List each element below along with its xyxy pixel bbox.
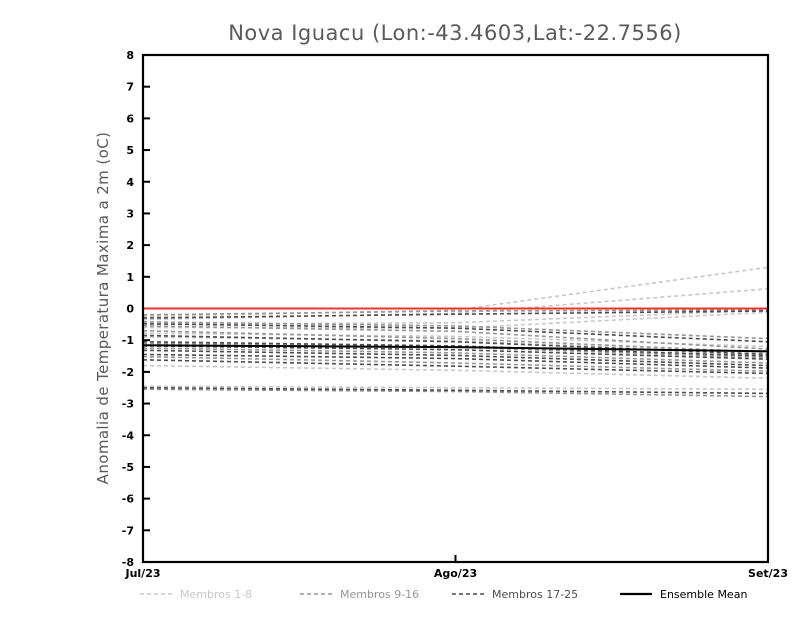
series-line bbox=[142, 359, 769, 375]
chart-title: Nova Iguacu (Lon:-43.4603,Lat:-22.7556) bbox=[228, 21, 682, 45]
y-tick-label: 5 bbox=[126, 144, 134, 157]
y-tick-label: -5 bbox=[122, 461, 134, 474]
legend-label-3: Membros 17-25 bbox=[492, 588, 578, 601]
series-line bbox=[142, 385, 769, 391]
series-line bbox=[142, 322, 769, 343]
series-line bbox=[142, 340, 769, 357]
series-line bbox=[142, 355, 769, 373]
plot-area: 8 7 6 5 4 3 2 1 0 -1 -2 -3 -4 -5 -6 -7 -8 Jul/23 Ago/23 Se… bbox=[122, 49, 788, 580]
series-layer bbox=[142, 266, 769, 398]
y-tick-label: -4 bbox=[122, 429, 135, 442]
series-line bbox=[142, 288, 769, 321]
y-axis-label: Anomalia de Temperatura Maxima a 2m (oC) bbox=[94, 132, 112, 485]
x-tick-label: Ago/23 bbox=[434, 567, 477, 580]
y-tick-label: -7 bbox=[122, 524, 134, 537]
y-tick-label: -3 bbox=[122, 398, 134, 411]
series-line bbox=[142, 347, 769, 364]
series-line bbox=[142, 364, 769, 380]
chart-legend: Membros 1-8 Membros 9-16 Membros 17-25 Ense… bbox=[140, 588, 747, 601]
series-line bbox=[142, 321, 769, 340]
series-line bbox=[142, 386, 769, 395]
series-line bbox=[142, 349, 769, 367]
series-line bbox=[142, 309, 769, 326]
y-tick-label: -8 bbox=[122, 556, 134, 569]
series-line bbox=[142, 353, 769, 369]
x-tick-label: Jul/23 bbox=[124, 567, 160, 580]
y-tick-label: 6 bbox=[126, 112, 134, 125]
y-tick-label: 8 bbox=[126, 49, 134, 62]
legend-label-1: Membros 1-8 bbox=[180, 588, 252, 601]
y-tick-label: 2 bbox=[126, 239, 134, 252]
series-line bbox=[142, 388, 769, 398]
y-tick-label: 0 bbox=[126, 303, 134, 316]
series-line bbox=[142, 345, 769, 360]
legend-label-2: Membros 9-16 bbox=[340, 588, 419, 601]
x-axis-ticks: Jul/23 Ago/23 Set/23 bbox=[124, 555, 788, 580]
series-line bbox=[142, 342, 769, 359]
y-tick-label: 4 bbox=[126, 176, 134, 189]
y-tick-label: 3 bbox=[126, 207, 134, 220]
series-line bbox=[142, 309, 769, 316]
series-line bbox=[142, 344, 769, 353]
plot-frame bbox=[141, 53, 770, 564]
y-tick-label: 7 bbox=[126, 81, 134, 94]
series-line bbox=[142, 329, 769, 354]
series-line bbox=[142, 311, 769, 329]
y-tick-label: 1 bbox=[126, 271, 134, 284]
x-tick-label: Set/23 bbox=[748, 567, 788, 580]
y-tick-label: -6 bbox=[122, 493, 135, 506]
legend-label-4: Ensemble Mean bbox=[660, 588, 747, 601]
y-tick-label: -2 bbox=[122, 366, 134, 379]
y-axis-ticks: 8 7 6 5 4 3 2 1 0 -1 -2 -3 -4 -5 -6 -7 -8 bbox=[122, 49, 150, 569]
series-line bbox=[142, 325, 769, 350]
y-tick-label: -1 bbox=[122, 334, 134, 347]
series-line bbox=[142, 310, 769, 319]
